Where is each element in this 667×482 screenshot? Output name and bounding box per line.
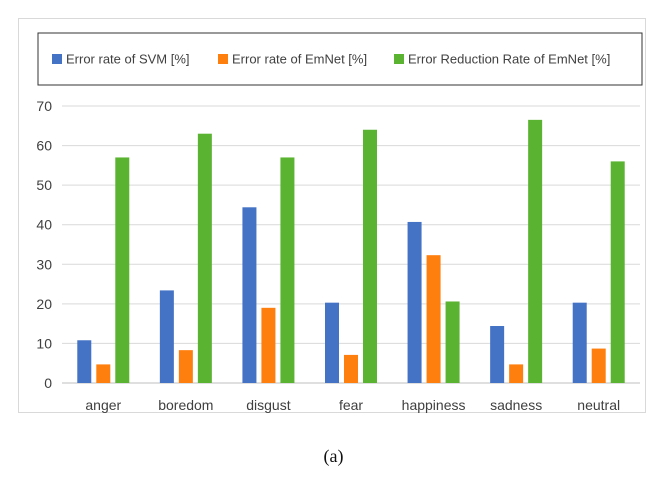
- y-tick-label-30: 30: [36, 256, 52, 272]
- y-tick-label-40: 40: [36, 217, 52, 233]
- bar-series3-boredom: [197, 133, 212, 383]
- x-tick-label-neutral: neutral: [577, 397, 620, 413]
- bar-series1-fear: [325, 302, 339, 383]
- bar-series3-sadness: [528, 119, 543, 383]
- legend-box: [37, 32, 643, 86]
- bar-series3-happiness: [445, 301, 460, 383]
- bar-series2-anger: [96, 364, 111, 383]
- x-tick-label-sadness: sadness: [490, 397, 542, 413]
- legend-swatch-1: [52, 54, 62, 64]
- x-tick-label-disgust: disgust: [246, 397, 290, 413]
- bar-series2-happiness: [426, 255, 441, 383]
- x-tick-label-anger: anger: [85, 397, 121, 413]
- bar-series2-neutral: [591, 348, 606, 383]
- bar-series1-sadness: [490, 326, 505, 383]
- legend-swatch-3: [394, 54, 404, 64]
- legend-label-2: Error rate of EmNet [%]: [232, 52, 367, 67]
- y-tick-label-0: 0: [44, 375, 52, 391]
- bar-series2-boredom: [178, 350, 193, 383]
- x-tick-label-fear: fear: [339, 397, 363, 413]
- bar-series2-disgust: [261, 307, 276, 383]
- bar-series3-neutral: [610, 161, 625, 383]
- y-axis: 0 10 20 30 40 50 60 70: [36, 98, 52, 391]
- x-tick-label-boredom: boredom: [158, 397, 213, 413]
- y-tick-label-50: 50: [36, 177, 52, 193]
- y-tick-label-70: 70: [36, 98, 52, 114]
- gridlines: [62, 105, 640, 384]
- bar-series1-happiness: [407, 221, 422, 383]
- y-tick-label-20: 20: [36, 296, 52, 312]
- bar-series2-fear: [344, 354, 358, 383]
- bar-series1-neutral: [572, 302, 587, 383]
- legend-label-3: Error Reduction Rate of EmNet [%]: [408, 52, 610, 67]
- bar-series1-boredom: [159, 290, 174, 383]
- bar-series1-disgust: [242, 207, 257, 383]
- bars: [77, 119, 625, 383]
- x-tick-label-happiness: happiness: [402, 397, 466, 413]
- bar-series3-disgust: [280, 157, 295, 383]
- x-axis: anger boredom disgust fear happiness sadness n…: [85, 397, 620, 413]
- legend-swatch-2: [218, 54, 228, 64]
- y-tick-label-60: 60: [36, 138, 52, 154]
- legend: Error rate of SVM [%] Error rate of EmNet…: [52, 52, 610, 67]
- legend-label-1: Error rate of SVM [%]: [66, 52, 190, 67]
- bar-series1-anger: [77, 340, 92, 383]
- figure-caption: (a): [323, 446, 344, 466]
- y-tick-label-10: 10: [36, 335, 52, 351]
- bar-series3-anger: [115, 157, 130, 383]
- bar-series2-sadness: [509, 364, 524, 383]
- bar-series3-fear: [363, 129, 377, 383]
